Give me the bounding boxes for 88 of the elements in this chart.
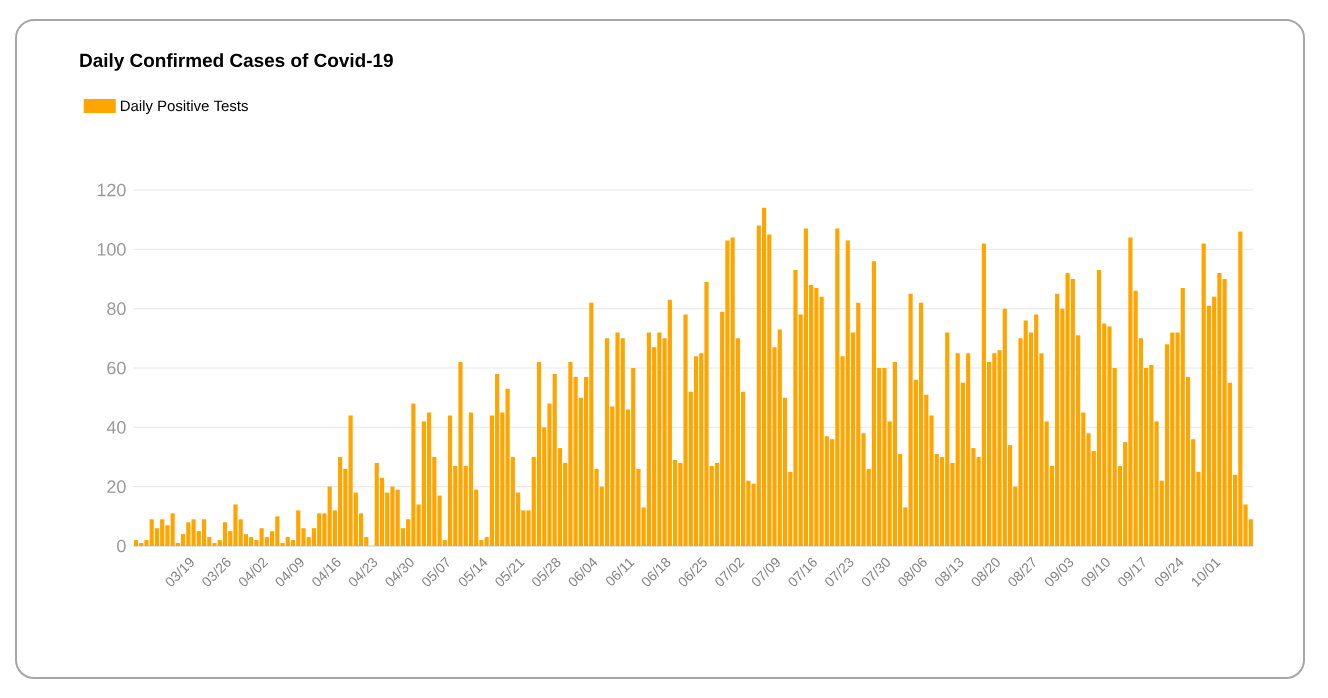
bar [704, 281, 709, 546]
bar [411, 403, 416, 546]
bar [447, 415, 453, 546]
bar [981, 243, 986, 546]
bar [918, 302, 924, 546]
y-tick-label: 100 [97, 242, 126, 256]
bar [249, 537, 254, 546]
bar [568, 362, 573, 546]
y-tick-label: 0 [117, 539, 126, 553]
bar [1023, 320, 1028, 546]
bar [458, 362, 463, 546]
bar [186, 522, 191, 546]
bar [725, 240, 730, 546]
bar [536, 362, 542, 546]
bar [296, 510, 301, 546]
bar [683, 314, 688, 546]
bar [505, 388, 510, 546]
bar [259, 528, 264, 546]
bar [667, 299, 672, 546]
bar [1002, 308, 1007, 546]
bar [495, 373, 500, 546]
bar [892, 362, 897, 546]
bar [427, 412, 432, 546]
y-tick-label: 20 [107, 480, 126, 494]
bar [1170, 332, 1175, 546]
bar [338, 457, 343, 546]
bar [845, 240, 850, 546]
bar [1065, 273, 1070, 546]
bar [761, 207, 767, 546]
bar [871, 261, 877, 546]
bar [285, 537, 290, 546]
bar [793, 270, 798, 546]
bar [275, 516, 280, 546]
bar [1128, 237, 1133, 546]
bar [615, 332, 620, 546]
bar [730, 237, 735, 546]
bar [149, 519, 154, 546]
bar [604, 338, 610, 546]
bar [1180, 287, 1185, 546]
bar [395, 489, 400, 546]
bar [170, 513, 175, 546]
bar [814, 287, 819, 546]
bar [777, 329, 782, 546]
bar [348, 415, 353, 546]
bar [327, 486, 332, 546]
bar [992, 353, 997, 546]
y-tick-label: 40 [106, 420, 126, 434]
bar [1107, 326, 1112, 546]
bar [1238, 231, 1243, 546]
bar [620, 338, 625, 546]
bar [552, 373, 557, 546]
bar [803, 228, 809, 546]
bar [317, 513, 322, 546]
bar [945, 332, 950, 546]
bar [882, 368, 887, 546]
bar [1149, 365, 1154, 546]
bar [646, 332, 652, 546]
bar [966, 353, 971, 546]
bar [835, 228, 840, 546]
bar [468, 412, 474, 546]
bar [1222, 279, 1227, 546]
y-tick-label: 120 [97, 183, 126, 197]
bar [1201, 243, 1206, 546]
bar [1217, 273, 1222, 546]
bar [1055, 293, 1060, 546]
y-tick-label: 80 [107, 302, 126, 316]
bar [693, 356, 699, 546]
bar [908, 293, 913, 546]
bar [133, 540, 139, 546]
bar [856, 302, 861, 546]
y-tick-label: 60 [107, 361, 126, 375]
bar [421, 421, 426, 546]
bar [201, 519, 207, 546]
chart-title: Daily Confirmed Cases of Covid-19 [80, 53, 393, 71]
bar [1070, 279, 1075, 546]
bar [631, 368, 636, 546]
bar [160, 519, 165, 546]
bar [955, 353, 960, 546]
bar [819, 296, 824, 546]
bar [1096, 270, 1102, 546]
bar [233, 504, 238, 546]
bar [374, 462, 379, 546]
bar [589, 302, 594, 546]
bar [191, 519, 196, 546]
bar [1034, 314, 1039, 546]
bar [222, 522, 228, 546]
bar [390, 486, 395, 546]
bar [657, 332, 662, 546]
